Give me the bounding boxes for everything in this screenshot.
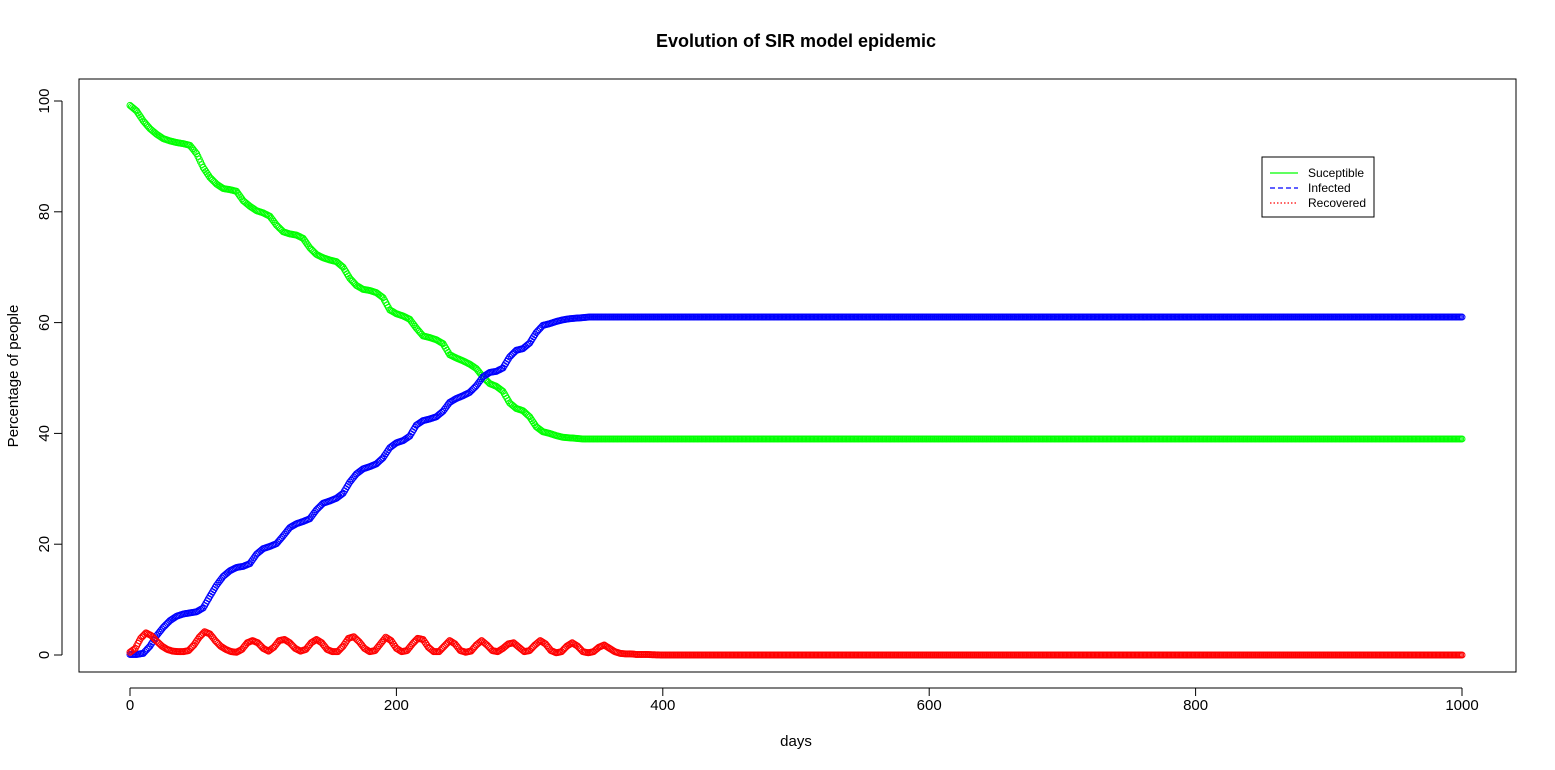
x-tick-label: 0: [126, 697, 134, 714]
y-axis-label: Percentage of people: [5, 305, 22, 448]
series-suceptible: [126, 101, 1466, 443]
legend-label: Recovered: [1308, 196, 1366, 210]
x-tick-label: 1000: [1445, 697, 1478, 714]
x-tick-label: 400: [650, 697, 675, 714]
y-tick-label: 60: [36, 314, 53, 331]
y-tick-label: 100: [36, 88, 53, 113]
chart-title: Evolution of SIR model epidemic: [656, 31, 936, 51]
point-recovered: [1458, 651, 1466, 659]
series-layer: [126, 101, 1466, 659]
x-tick-label: 600: [917, 697, 942, 714]
point-recovered: [141, 630, 149, 638]
y-tick-label: 0: [36, 651, 53, 659]
point-recovered: [396, 647, 404, 655]
y-tick-label: 40: [36, 425, 53, 442]
legend-label: Infected: [1308, 181, 1351, 195]
x-tick-label: 200: [384, 697, 409, 714]
point-suceptible: [1458, 435, 1466, 443]
y-tick-label: 80: [36, 203, 53, 220]
point-infected: [1458, 313, 1466, 321]
legend-label: Suceptible: [1308, 166, 1364, 180]
point-recovered: [444, 638, 452, 646]
plot-frame: [78, 78, 1517, 673]
series-infected: [126, 313, 1466, 658]
x-axis: 0 200 400 600 800 1000: [126, 687, 1479, 714]
x-tick-label: 800: [1183, 697, 1208, 714]
y-tick-label: 20: [36, 536, 53, 553]
y-axis: 0 20 40 60 80 100: [36, 88, 63, 659]
point-recovered: [364, 647, 372, 655]
x-axis-label: days: [780, 733, 812, 750]
series-recovered: [126, 628, 1466, 659]
legend-box: [1261, 156, 1375, 218]
